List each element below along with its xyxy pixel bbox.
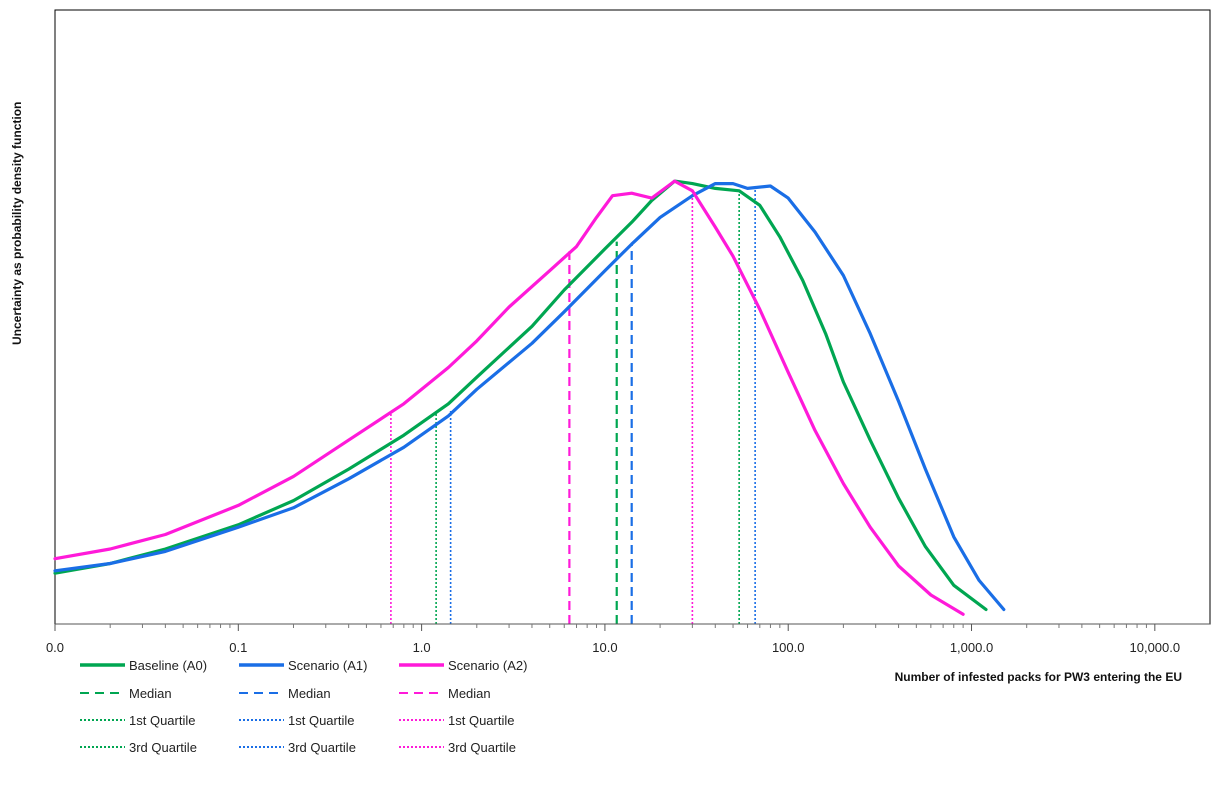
legend-label: 1st Quartile xyxy=(288,713,354,728)
scenario-a1-series-line xyxy=(53,182,1006,612)
legend-label: 1st Quartile xyxy=(448,713,514,728)
x-tick-label: 100.0 xyxy=(772,640,805,655)
legend-label: 1st Quartile xyxy=(129,713,195,728)
legend-label: 3rd Quartile xyxy=(448,740,516,755)
series-lines xyxy=(53,179,1006,616)
legend-label: Scenario (A1) xyxy=(288,658,367,673)
baseline-a0-series-line xyxy=(53,179,988,612)
legend-label: 3rd Quartile xyxy=(129,740,197,755)
x-tick-label: 10.0 xyxy=(592,640,617,655)
legend-label: 3rd Quartile xyxy=(288,740,356,755)
x-axis-ticks: 0.0 0.1 1.0 10.0 100.0 1,000.0 10,000.0 xyxy=(46,624,1180,655)
x-tick-label: 1.0 xyxy=(413,640,431,655)
x-tick-label: 0.1 xyxy=(229,640,247,655)
legend-label: Scenario (A2) xyxy=(448,658,527,673)
x-tick-label: 10,000.0 xyxy=(1130,640,1181,655)
reference-lines xyxy=(390,185,756,624)
legend-label: Median xyxy=(129,686,172,701)
legend-label: Median xyxy=(448,686,491,701)
scenario-a2-series-line xyxy=(53,179,965,616)
x-axis-title: Number of infested packs for PW3 enterin… xyxy=(895,670,1182,684)
y-axis-title: Uncertainty as probability density funct… xyxy=(10,102,24,345)
x-tick-label: 0.0 xyxy=(46,640,64,655)
legend-label: Baseline (A0) xyxy=(129,658,207,673)
legend: Baseline (A0) Median 1st Quartile 3rd Quart… xyxy=(80,658,527,755)
x-tick-label: 1,000.0 xyxy=(950,640,993,655)
legend-label: Median xyxy=(288,686,331,701)
